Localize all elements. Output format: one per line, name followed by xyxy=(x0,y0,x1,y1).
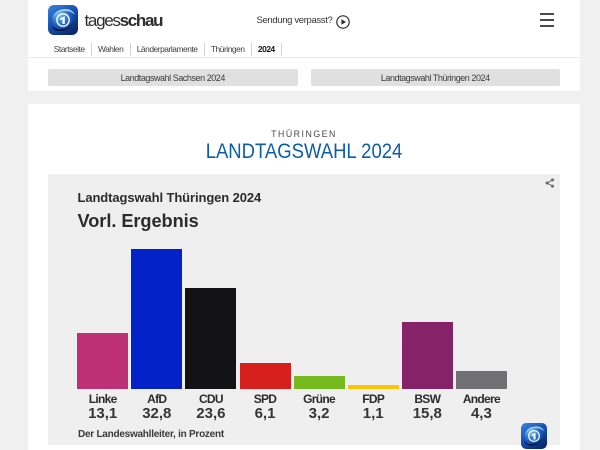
bar-value-Grüne: 3,2 xyxy=(308,405,330,422)
bar-Grüne xyxy=(293,375,345,390)
nav-item-wahlen[interactable]: Wahlen xyxy=(92,42,131,56)
bar-SPD xyxy=(239,363,291,390)
share-icon[interactable] xyxy=(545,178,555,188)
bar-value-Andere: 4,3 xyxy=(470,405,492,422)
breadcrumb-nav: Startseite Wahlen Länderparlamente Thüringe… xyxy=(48,42,282,56)
bar-value-Linke: 13,1 xyxy=(88,405,118,422)
wordmark-regular: tages xyxy=(84,11,121,30)
bar-label-CDU: CDU xyxy=(198,391,224,406)
bar-value-SPD: 6,1 xyxy=(254,405,276,422)
bar-label-AfD: AfD xyxy=(147,391,167,406)
bar-label-BSW: BSW xyxy=(414,391,441,406)
main-content: THÜRINGEN LANDTAGSWAHL 2024 Landtagswahl… xyxy=(28,103,580,450)
chart-source-note: Der Landeswahlleiter, in Prozent xyxy=(78,428,224,440)
bar-label-Linke: Linke xyxy=(88,391,118,406)
menu-hamburger-icon[interactable] xyxy=(540,13,554,27)
region-eyebrow: THÜRINGEN xyxy=(271,128,337,139)
nav-item-länderparlamente[interactable]: Länderparlamente xyxy=(131,42,205,56)
result-chart-card: Landtagswahl Thüringen 2024 Vorl. Ergebn… xyxy=(48,174,560,449)
bar-CDU xyxy=(185,288,237,390)
play-icon[interactable] xyxy=(336,14,350,29)
election-button-0[interactable]: Landtagswahl Sachsen 2024 xyxy=(48,69,298,86)
nav-item-2024[interactable]: 2024 xyxy=(252,42,282,56)
bar-Linke xyxy=(77,333,129,390)
chart-subtitle: Vorl. Ergebnis xyxy=(77,210,199,231)
chart-title: Landtagswahl Thüringen 2024 xyxy=(77,189,262,205)
wordmark-bold: schau xyxy=(119,11,164,30)
tagesschau-logo-badge xyxy=(520,422,547,449)
bar-value-AfD: 32,8 xyxy=(142,405,172,422)
tagesschau-logo-icon[interactable] xyxy=(47,5,78,35)
tagesschau-wordmark[interactable]: tagesschau xyxy=(84,11,164,31)
election-buttons-row: Landtagswahl Sachsen 2024 Landtagswahl Th… xyxy=(48,69,560,86)
page-title: LANDTAGSWAHL 2024 xyxy=(205,138,403,163)
bar-value-FDP: 1,1 xyxy=(362,405,384,422)
bar-BSW xyxy=(401,321,453,390)
election-button-1[interactable]: Landtagswahl Thüringen 2024 xyxy=(310,69,560,86)
bar-Andere xyxy=(455,371,507,390)
bar-AfD xyxy=(131,248,183,390)
bar-label-Grüne: Grüne xyxy=(303,391,336,406)
bar-label-Andere: Andere xyxy=(462,391,501,406)
bar-value-CDU: 23,6 xyxy=(196,405,226,422)
bar-value-BSW: 15,8 xyxy=(412,405,442,422)
nav-item-startseite[interactable]: Startseite xyxy=(48,42,92,56)
header-divider xyxy=(28,57,580,58)
site-header: tagesschau Sendung verpasst? Startseite W… xyxy=(28,0,580,91)
bar-label-FDP: FDP xyxy=(362,391,385,406)
sendung-verpasst-link[interactable]: Sendung verpasst? xyxy=(256,15,333,27)
bar-FDP xyxy=(347,384,399,390)
nav-item-thüringen[interactable]: Thüringen xyxy=(205,42,252,56)
bar-label-SPD: SPD xyxy=(253,391,277,406)
